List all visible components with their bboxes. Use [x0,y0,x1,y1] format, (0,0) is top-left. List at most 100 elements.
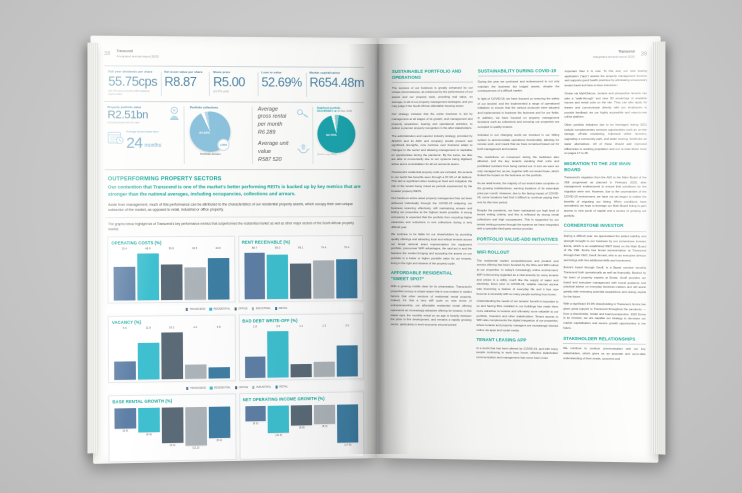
bar-value: 3.9 [276,324,281,328]
rand-coin-icon: R [167,106,181,120]
bar-item: (5.4) [114,407,137,451]
paragraph: As we retail levels, the majority of our… [477,181,559,205]
bar-value: 11.8 [145,326,151,330]
avg-gross-rental-block: Average gross rental per month R6 289 [258,106,292,138]
paragraph: The residential market competitiveness a… [476,258,559,297]
lease-term-value: 24 [126,134,143,152]
bar-item: 11.8 [137,326,160,380]
infographic-occupancy: Stabilised portfolio OCCUPANCY at 30 Dec… [314,106,365,164]
kpi-note: (10.97% yield) [213,90,229,94]
chart-title: RENT RECEIVABLE (%) [241,239,291,245]
heading-cornerstone-investor: CORNERSTONE INVESTOR [563,223,647,232]
bar-item: 5.6 [114,327,136,380]
bar-value: (8.8) [299,426,305,430]
chart-plot: 88.7 85.0 69.1 74.4 76.4 [242,246,360,300]
occupancy-tag-3: 30 Dec 2020 [337,109,352,113]
bar-item: (9.4) [161,407,184,450]
heading-tenant-leasing-app: TENANT LEASING APP [476,337,527,343]
chart-net-operating-income-growth: NET OPERATING INCOME GROWTH (%) (6.2) (1… [238,391,365,460]
occupancy-note: (94.41% avg. 2019) [317,154,337,157]
kpi-share-price: Share price R5.00 (10.97% yield) [209,70,255,97]
column-2: SUSTAINABILITY DURING COVID-19 During th… [476,68,560,463]
page-right: Transcend Integrated annual report 2020 … [376,36,661,463]
paragraph: The restrictions on movement during the … [477,154,560,178]
kpi-label: Share price [213,70,231,75]
paragraph: With a growing middle class for its urba… [390,284,472,327]
chart-operating-costs: OPERATING COSTS (%) 35.4 48.9 36.6 34.5 … [107,235,236,304]
kpi-value: 52.69% [261,75,302,91]
paragraph: In a world that has been altered by COVI… [476,345,559,360]
occupancy-tag-2: OCCUPANCY at [316,109,337,113]
bar-item: (17.8) [337,404,359,446]
page-edge-stack-right [652,41,666,455]
chart-plot: 35.4 48.9 36.6 34.5 43.6 [111,247,231,301]
bar-item: 35.4 [113,247,136,301]
bar-item: 88.7 [243,247,266,300]
chart-vacancy: VACANCY (%) 5.6 11.8 16.1 4.4 3.8 [107,314,236,383]
infographic-portfolio-value: Property portfolio value R2.51bn (includ… [104,105,182,165]
text-columns: SUSTAINABLE PORTFOLIO AND OPERATIONS The… [390,66,647,463]
legend-item: RETAIL [275,385,288,388]
bar-item: (8.2) [314,404,336,448]
bar-item: (8.8) [291,404,313,448]
brand-subtitle: Integrated annual report 2020 [592,54,635,59]
avg-rental-label: Average gross rental per month [257,106,287,129]
bar-item: 76.4 [336,246,358,299]
paragraph: We continue to conduct communication wit… [563,346,646,361]
kpi-note: (94.47% three months 100% dividend payou… [108,89,150,96]
page-left: 38 Transcend Integrated annual report 20… [90,35,380,464]
bar-value: 43.6 [215,246,221,250]
pie-blue: 94.39% 2.85% [189,111,231,153]
bar-item: 74.4 [313,246,335,299]
kpi-value: R654.48m [309,76,365,91]
kpi-label: Full year dividends per share [108,69,153,74]
legend-item: RESIDENTIAL [209,386,231,389]
paragraph: Understanding the needs of our tenants' … [476,299,559,333]
paragraph: The administration and superior industry… [391,133,473,167]
legend-item: OFFICE [234,307,248,310]
paragraph: During a difficult year, we appreciated … [563,233,647,263]
paragraph: Transcend's residential property units a… [391,169,473,193]
bar-item: 43.6 [207,247,230,300]
bar-item: 3.9 [267,325,289,378]
bar-item: 4.4 [184,326,207,379]
folio-left: 38 [103,50,111,57]
lease-term-unit: months [144,142,162,149]
chart-title: VACANCY (%) [111,319,142,325]
pie-main-label: 94.39% [199,130,210,135]
bar-value: 5.6 [122,326,127,330]
bar-item: 1.3 [313,324,335,377]
kpi-value: R5.00 [213,75,246,90]
bar-value: (5.4) [122,429,129,433]
page-edge-stack-left [87,42,98,454]
bar-value: 88.7 [251,246,258,250]
folio-right: 39 [640,50,648,58]
chart-legend: TRANSCEND RESIDENTIAL OFFICE INDUSTRIAL … [111,382,361,392]
bar-value: (8.4) [216,439,223,443]
kpi-dividends: Full year dividends per share 55.75cps (… [104,69,158,96]
bar-value: 34.5 [192,246,198,250]
bar-item: (11.2) [185,406,207,450]
paragraph: Included in our changing world we invest… [477,132,560,151]
hands-holding-home-icon [296,141,310,155]
bar-value: 76.4 [344,245,350,250]
heading-sustainable-portfolio: SUSTAINABLE PORTFOLIO AND OPERATIONS [391,68,473,84]
chart-title: BASE RENTAL GROWTH (%) [112,398,173,405]
bar-value: 1.3 [322,324,327,328]
kpi-value: 55.75cps [108,74,158,90]
paragraph: Emira's board through Geoff, is a Board … [563,265,647,299]
bar-value: 16.1 [169,326,175,330]
section-lead: Our contention that Transcend is one of … [107,184,361,197]
legend-item: RETAIL [274,307,287,310]
running-head-right: Transcend Integrated annual report 2020 … [392,48,647,61]
keys-icon [296,106,310,120]
bar-value: 1.8 [253,325,257,329]
bar-item: 1.8 [244,325,266,378]
occupancy-pie-label: 93.70% [326,132,337,138]
occupancy-tag: Stabilised portfolio OCCUPANCY at 30 Dec… [317,106,364,113]
legend-item: RESIDENTIAL [209,307,230,311]
graph-intro-note: The graphs below highlight six of Transc… [108,221,354,232]
bar-item: 48.9 [137,247,159,301]
heading-wifi-rollout: WIFI ROLLOUT [476,250,510,256]
legend-row-1: TRANSCEND RESIDENTIAL OFFICE INDUSTRIAL … [107,302,364,314]
